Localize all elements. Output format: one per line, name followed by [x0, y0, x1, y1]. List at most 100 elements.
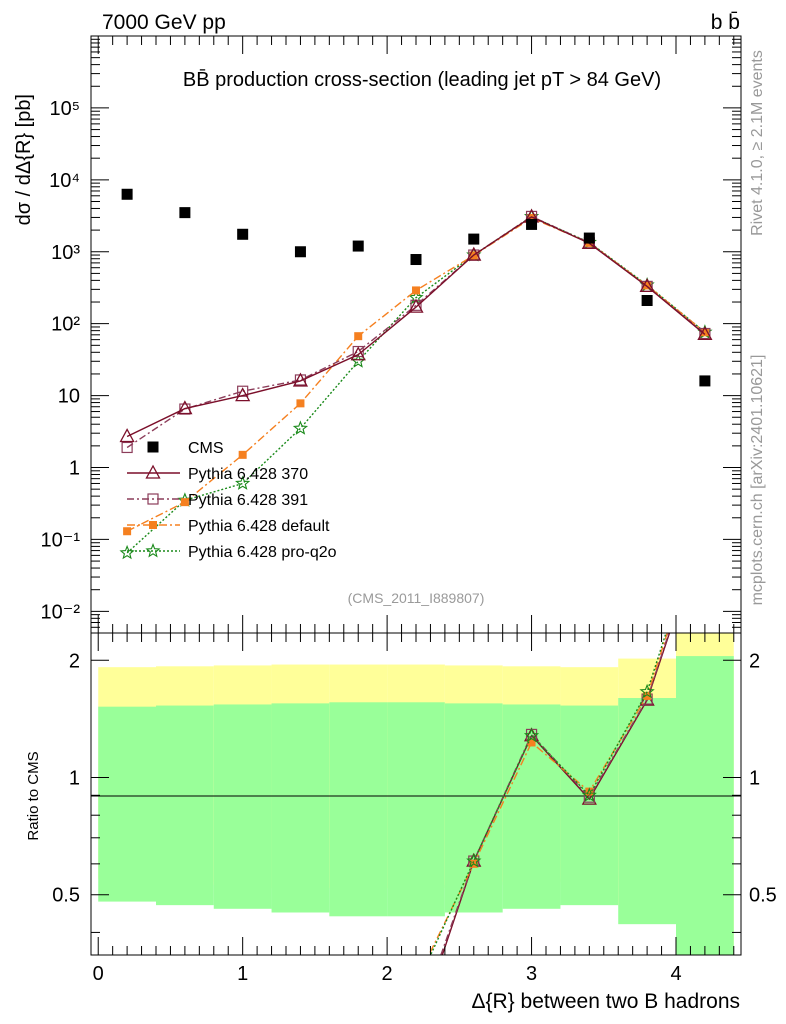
legend-label: CMS: [188, 440, 224, 457]
data-point: [296, 399, 305, 408]
y-tick-label: 10⁻²: [41, 601, 81, 623]
ratio-band-stat: [444, 703, 503, 913]
ratio-pythia-6-428-pro-q2o: [429, 633, 667, 955]
data-point: [468, 233, 480, 245]
ratio-line: [440, 633, 670, 955]
ratio-point: [527, 738, 536, 747]
data-point: [350, 346, 366, 361]
main-chart-title: BB̄ production cross-section (leading je…: [183, 68, 661, 91]
ratio-point: [466, 853, 482, 868]
legend-entry: Pythia 6.428 391: [127, 492, 308, 509]
header-right-label: b b̄: [711, 11, 740, 34]
data-point: [412, 286, 420, 295]
data-point: [527, 213, 536, 222]
ratio-y-tick-label-right: 2: [749, 650, 760, 672]
ratio-band-stat: [329, 702, 388, 917]
ratio-ticks: [91, 633, 741, 955]
ratio-series: [428, 633, 671, 955]
data-point: [121, 188, 133, 200]
ratio-y-tick-label-left: 1: [69, 767, 80, 789]
ratio-y-tick-labels: 0.5 0.5 1 1 2 2: [52, 650, 777, 906]
x-tick-label: 0: [93, 963, 104, 985]
ratio-band-stat: [271, 703, 330, 913]
ratio-point: [585, 787, 594, 796]
x-tick-label: 3: [526, 963, 537, 985]
x-axis-label: Δ{R} between two B hadrons: [471, 990, 740, 1013]
rivet-label: Rivet 4.1.0, ≥ 2.1M events: [749, 50, 766, 236]
legend-marker: [147, 441, 159, 453]
mcplots-label: mcplots.cern.ch [arXiv:2401.10621]: [749, 355, 766, 606]
x-tick-labels: 0 1 2 3 4: [93, 963, 682, 985]
main-ticks: [91, 35, 741, 634]
y-tick-label: 10⁴: [49, 170, 80, 192]
legend-entry: Pythia 6.428 pro-q2o: [127, 542, 337, 561]
ratio-y-axis-label: Ratio to CMS: [25, 751, 42, 840]
data-point: [237, 228, 249, 240]
legend-label: Pythia 6.428 pro-q2o: [188, 544, 337, 561]
data-point: [294, 246, 306, 258]
series-cms: [121, 188, 711, 387]
data-point: [292, 420, 309, 435]
legend-label: Pythia 6.428 default: [188, 518, 330, 535]
data-point: [177, 400, 193, 415]
data-point: [238, 450, 247, 459]
data-point: [408, 298, 424, 313]
ratio-point: [581, 787, 597, 802]
data-point: [235, 387, 251, 402]
ratio-point: [523, 727, 540, 743]
header-left-label: 7000 GeV pp: [102, 11, 226, 34]
data-point: [292, 372, 309, 387]
ratio-line: [428, 633, 669, 955]
ratio-y-tick-label-right: 0.5: [749, 885, 777, 907]
ratio-line: [429, 633, 667, 955]
legend: CMS Pythia 6.428 370 Pythia 6.428 391 Pythi…: [127, 440, 337, 561]
ratio-band-stat: [676, 656, 734, 955]
series-pythia-6-428-391: [121, 210, 711, 454]
ratio-band-stat: [618, 698, 676, 925]
legend-marker: [145, 464, 161, 479]
ratio-point: [643, 691, 652, 700]
ratio-band-stat: [98, 706, 156, 902]
ratio-bands: [98, 633, 734, 955]
ratio-panel: 0.5 0.5 1 1 2 2 0 1 2 3 4 Ratio to CMS Δ{R} betwe…: [25, 632, 777, 1013]
ratio-y-tick-label-left: 0.5: [52, 885, 80, 907]
data-point: [352, 240, 364, 252]
series-pythia-6-428-370: [119, 208, 713, 443]
ratio-y-tick-label-left: 2: [69, 650, 80, 672]
main-y-axis-label: dσ / dΔ{R} [pb]: [13, 94, 35, 225]
ratio-band-stat: [560, 705, 619, 906]
ratio-band-stat: [387, 702, 445, 917]
data-point: [641, 295, 653, 307]
main-panel: 10⁻² 10⁻¹ 1 10 10² 10³ 10⁴ 10⁵ BB̄ production c…: [13, 35, 742, 634]
data-point: [583, 232, 595, 244]
main-y-tick-labels: 10⁻² 10⁻¹ 1 10 10² 10³ 10⁴ 10⁵: [41, 98, 81, 623]
data-point: [699, 375, 711, 387]
legend-label: Pythia 6.428 391: [188, 492, 308, 509]
data-point: [700, 328, 709, 337]
main-series: [119, 188, 713, 560]
y-tick-label: 10⁻¹: [41, 529, 81, 551]
ratio-band-stat: [156, 705, 214, 906]
data-point: [526, 218, 538, 230]
x-tick-label: 1: [237, 963, 248, 985]
series-line: [126, 216, 706, 438]
data-point: [697, 326, 713, 341]
legend-entry: Pythia 6.428 default: [127, 518, 330, 535]
x-tick-label: 2: [382, 963, 393, 985]
y-tick-label: 10³: [51, 242, 80, 264]
y-tick-label: 10⁵: [49, 98, 80, 120]
ratio-y-tick-label-right: 1: [749, 767, 760, 789]
series-line: [126, 215, 706, 449]
y-tick-label: 10: [58, 386, 80, 408]
data-point: [466, 246, 482, 261]
legend-entry: Pythia 6.428 370: [127, 464, 308, 483]
legend-marker: [145, 542, 161, 558]
y-tick-label: 10²: [51, 314, 80, 336]
data-point: [354, 332, 363, 341]
data-point: [235, 475, 251, 490]
legend-entry: CMS: [147, 440, 224, 457]
data-point: [119, 428, 135, 443]
legend-label: Pythia 6.428 370: [188, 466, 308, 483]
data-point: [180, 498, 189, 507]
